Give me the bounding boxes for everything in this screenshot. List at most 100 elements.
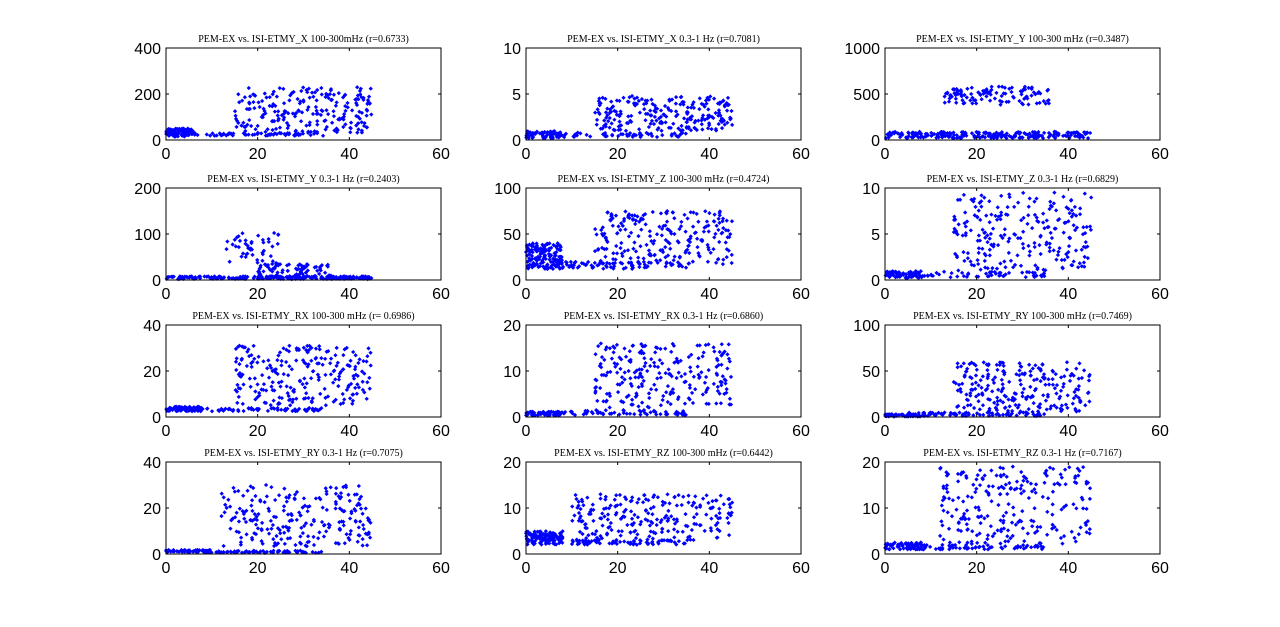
data-point [709,127,714,132]
y-tick-label: 1000 [844,41,880,58]
y-tick-label: 10 [862,501,880,518]
y-tick-label: 0 [871,133,880,150]
data-point [210,131,215,136]
data-point [343,276,349,281]
data-point [588,134,593,139]
data-point [1085,135,1091,141]
subplot-title: PEM-EX vs. ISI-ETMY_Z 100-300 mHz (r=0.4… [557,174,769,185]
y-tick-label: 200 [134,87,161,104]
data-point [976,132,982,137]
data-point [964,133,969,138]
data-point [293,129,298,134]
data-point [1060,133,1066,138]
subplot-title: PEM-EX vs. ISI-ETMY_RY 0.3-1 Hz (r=0.707… [204,448,403,459]
data-point [1031,133,1036,138]
data-point [659,128,664,133]
data-point [270,127,275,133]
data-point [919,134,924,139]
y-tick-label: 40 [143,455,161,472]
data-point [226,131,231,136]
data-point [540,130,545,135]
data-point [323,127,328,132]
subplot-1: PEM-EX vs. ISI-ETMY_X 100-300mHz (r=0.67… [134,34,450,163]
scatter-points [883,84,1093,141]
data-point [655,127,660,132]
x-tick-label: 40 [700,146,718,163]
x-tick-label: 0 [522,560,531,577]
data-point [263,129,268,135]
y-tick-label: 200 [134,181,161,198]
data-point [1009,134,1014,140]
subplot-title: PEM-EX vs. ISI-ETMY_RX 0.3-1 Hz (r=0.686… [564,311,764,322]
y-tick-label: 0 [512,133,521,150]
data-point [1022,84,1028,89]
data-point [283,133,288,138]
data-point [308,129,313,135]
data-point [1066,130,1071,135]
x-tick-label: 40 [700,286,718,303]
data-point [252,274,257,279]
data-point [688,128,694,133]
data-point [714,128,719,133]
data-point [238,275,243,280]
x-tick-label: 20 [249,286,267,303]
x-tick-label: 0 [162,560,171,577]
data-point [365,274,370,280]
y-tick-label: 50 [503,227,521,244]
data-point [611,127,616,132]
data-point [540,133,545,139]
x-tick-label: 40 [340,146,358,163]
y-tick-label: 0 [512,547,521,564]
data-point [1073,130,1078,136]
data-point [992,132,997,137]
data-point [177,130,182,135]
y-tick-label: 0 [152,133,161,150]
x-tick-label: 0 [162,286,171,303]
data-point [986,133,991,139]
data-point [242,132,247,137]
x-tick-label: 20 [609,286,627,303]
data-point [229,276,235,281]
data-point [233,116,239,122]
data-point [618,127,623,132]
x-tick-label: 0 [522,146,531,163]
data-point [246,107,252,112]
subplot-title: PEM-EX vs. ISI-ETMY_RX 100-300 mHz (r= 0… [192,311,414,322]
data-point [209,275,214,280]
data-point [233,113,238,118]
data-point [1083,131,1088,136]
y-tick-label: 100 [494,181,521,198]
data-point [678,132,683,137]
data-point [243,128,248,134]
data-point [219,133,224,138]
y-tick-label: 0 [512,410,521,427]
data-point [1078,132,1083,138]
data-point [248,94,253,99]
data-point [180,131,185,136]
data-point [249,123,254,129]
x-tick-label: 40 [1059,423,1077,440]
x-tick-label: 20 [609,560,627,577]
data-point [190,128,195,134]
data-point [197,274,203,279]
y-tick-label: 10 [862,181,880,198]
data-point [212,133,217,138]
x-tick-label: 20 [609,423,627,440]
x-tick-label: 20 [609,146,627,163]
data-point [284,275,289,280]
data-point [638,134,643,140]
y-tick-label: 0 [152,547,161,564]
data-point [1025,132,1030,137]
subplot-title: PEM-EX vs. ISI-ETMY_RZ 0.3-1 Hz (r=0.716… [923,448,1121,459]
x-tick-label: 0 [881,146,890,163]
data-point [320,133,326,138]
y-tick-label: 5 [512,87,521,104]
y-tick-label: 10 [503,364,521,381]
data-point [173,134,178,139]
data-point [204,132,209,137]
data-point [236,92,241,97]
data-point [246,132,251,137]
data-point [239,98,245,103]
data-point [308,132,313,138]
x-tick-label: 40 [700,423,718,440]
